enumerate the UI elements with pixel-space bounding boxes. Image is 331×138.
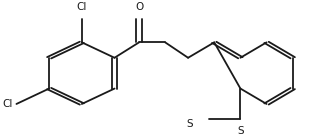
Text: O: O	[135, 2, 143, 12]
Text: S: S	[186, 120, 193, 129]
Text: Cl: Cl	[3, 99, 13, 109]
Text: S: S	[237, 126, 244, 136]
Text: Cl: Cl	[77, 2, 87, 12]
